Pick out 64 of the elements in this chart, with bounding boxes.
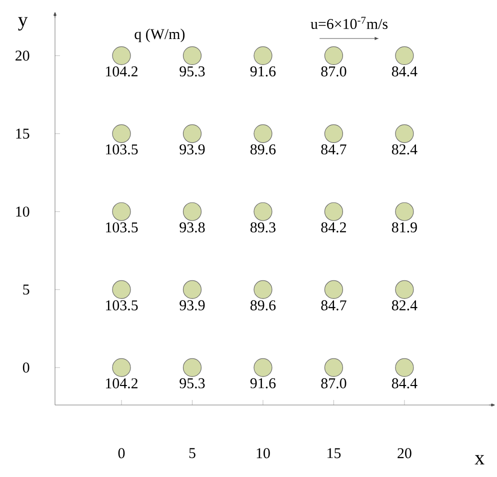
point	[254, 46, 272, 65]
point	[112, 46, 131, 65]
annotation: 89.6	[250, 144, 276, 154]
annotation: 84.7	[321, 144, 346, 154]
annotation: 84.2	[321, 222, 346, 232]
y-tick-label: 5	[23, 284, 30, 295]
x-tick-label: 15	[328, 448, 341, 458]
x-tick-label: 0	[118, 448, 125, 458]
point	[112, 124, 131, 143]
point	[182, 124, 202, 143]
annotation: 93.8	[180, 222, 205, 232]
point	[112, 280, 131, 299]
point	[182, 358, 202, 377]
x-axis-title: x	[474, 455, 484, 464]
point	[395, 46, 414, 65]
annotation: 84.4	[392, 66, 418, 77]
point	[395, 358, 414, 377]
point	[324, 202, 344, 221]
point	[395, 280, 414, 299]
annotation: 95.3	[180, 378, 205, 388]
annotation: 91.6	[250, 66, 276, 76]
point	[324, 124, 344, 143]
y-tick-label: 10	[16, 206, 30, 217]
x-tick-label: 20	[398, 448, 412, 458]
annotation: q (W/m)	[134, 28, 185, 42]
y-tick-label: 20	[16, 50, 30, 61]
annotation: 82.4	[392, 300, 418, 310]
annotation: 104.2	[106, 378, 138, 388]
point	[112, 358, 131, 377]
annotation: 81.9	[392, 222, 417, 232]
point	[112, 202, 131, 221]
annotation: 84.7	[321, 300, 346, 310]
point	[324, 280, 344, 299]
point	[182, 202, 202, 221]
annotation: 84.4	[392, 378, 418, 388]
point	[324, 46, 344, 65]
annotation: 89.3	[250, 222, 276, 232]
x-tick-label: 10	[256, 448, 270, 458]
point	[182, 46, 202, 65]
annotation: 93.9	[180, 144, 205, 154]
x-tick-label: 5	[189, 448, 196, 458]
point	[254, 202, 272, 221]
annotation: 91.6	[250, 378, 276, 388]
annotation: 87.0	[321, 378, 346, 388]
point	[182, 280, 202, 299]
annotation: 103.5	[106, 144, 138, 154]
y-tick-label: 15	[16, 128, 30, 139]
annotation: 87.0	[321, 66, 346, 77]
annotation: 103.5	[106, 222, 138, 232]
annotation: 103.5	[106, 300, 138, 310]
point	[254, 280, 272, 299]
annotation: 95.3	[180, 66, 205, 76]
point	[395, 202, 414, 221]
point	[395, 124, 414, 143]
point	[324, 358, 344, 377]
y-axis-title: y	[18, 17, 28, 31]
annotation: 104.2	[106, 66, 138, 77]
annotation: 93.9	[180, 300, 205, 310]
point	[254, 124, 272, 143]
annotation: 89.6	[250, 300, 276, 310]
point	[254, 358, 272, 377]
annotation: 82.4	[392, 144, 418, 154]
y-tick-label: 0	[22, 362, 30, 373]
annotation: u=6×10$^{-7}$m/s	[310, 16, 388, 30]
